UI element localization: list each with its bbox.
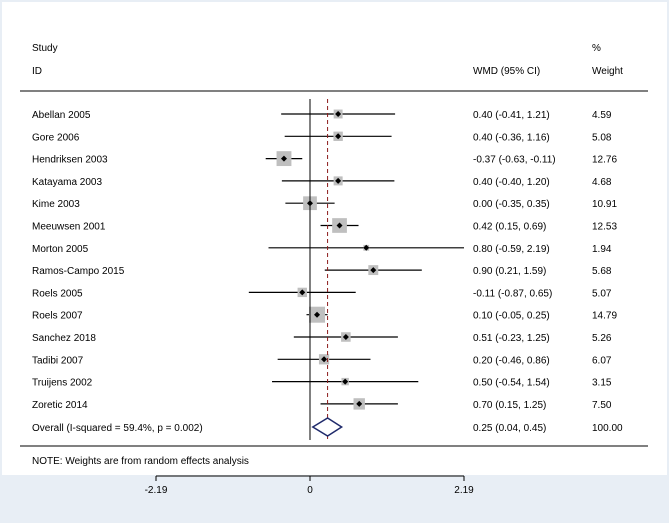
study-weight-text: 4.68 <box>592 177 612 188</box>
study-point-estimate <box>335 177 342 184</box>
study-ci-text: 0.51 (-0.23, 1.25) <box>473 333 550 344</box>
study-weight-text: 5.68 <box>592 266 612 277</box>
study-ci-text: 0.40 (-0.36, 1.16) <box>473 132 550 143</box>
study-point-estimate <box>342 378 349 385</box>
study-row: Roels 2007 0.10 (-0.05, 0.25) 14.79 <box>32 306 617 323</box>
study-name: Meeuwsen 2001 <box>32 222 106 233</box>
overall-ci-text: 0.25 (0.04, 0.45) <box>473 423 546 434</box>
study-ci-text: 0.70 (0.15, 1.25) <box>473 400 546 411</box>
x-axis-tick-label: -2.19 <box>145 485 168 496</box>
study-ci-text: 0.80 (-0.59, 2.19) <box>473 244 550 255</box>
study-name: Zoretic 2014 <box>32 400 88 411</box>
study-weight-text: 5.07 <box>592 288 612 299</box>
study-ci-text: 0.40 (-0.41, 1.21) <box>473 110 550 121</box>
study-point-estimate <box>336 222 343 229</box>
header-weight: Weight <box>592 66 623 77</box>
study-name: Tadibi 2007 <box>32 355 84 366</box>
study-weight-text: 12.53 <box>592 222 617 233</box>
study-ci-text: 0.10 (-0.05, 0.25) <box>473 311 550 322</box>
study-row: Katayama 2003 0.40 (-0.40, 1.20) 4.68 <box>32 176 612 188</box>
study-row: Hendriksen 2003 -0.37 (-0.63, -0.11) 12.76 <box>32 151 617 167</box>
study-weight-text: 10.91 <box>592 199 617 210</box>
study-name: Abellan 2005 <box>32 110 91 121</box>
study-weight-text: 12.76 <box>592 155 617 166</box>
study-row: Abellan 2005 0.40 (-0.41, 1.21) 4.59 <box>32 109 612 121</box>
study-point-estimate <box>299 289 306 296</box>
study-point-estimate <box>335 133 342 140</box>
study-row: Truijens 2002 0.50 (-0.54, 1.54) 3.15 <box>32 378 612 389</box>
study-ci-text: 0.20 (-0.46, 0.86) <box>473 355 550 366</box>
study-row: Meeuwsen 2001 0.42 (0.15, 0.69) 12.53 <box>32 218 617 233</box>
study-name: Ramos-Campo 2015 <box>32 266 125 277</box>
study-point-estimate <box>342 334 349 340</box>
study-weight-text: 14.79 <box>592 311 617 322</box>
study-row: Roels 2005 -0.11 (-0.87, 0.65) 5.07 <box>32 287 612 299</box>
x-axis: -2.19 0 2.19 <box>145 475 474 496</box>
study-weight-text: 5.08 <box>592 132 612 143</box>
x-axis-tick-label: 0 <box>307 485 313 496</box>
study-name: Kime 2003 <box>32 199 80 210</box>
study-weight-text: 3.15 <box>592 378 612 389</box>
study-point-estimate <box>335 111 342 117</box>
study-point-estimate <box>356 400 363 407</box>
study-weight-text: 1.94 <box>592 244 612 255</box>
study-row: Tadibi 2007 0.20 (-0.46, 0.86) 6.07 <box>32 354 612 366</box>
study-row: Sanchez 2018 0.51 (-0.23, 1.25) 5.26 <box>32 332 612 344</box>
study-ci-text: 0.42 (0.15, 0.69) <box>473 222 546 233</box>
study-name: Hendriksen 2003 <box>32 155 108 166</box>
study-point-estimate <box>370 267 377 274</box>
study-name: Roels 2007 <box>32 311 83 322</box>
study-ci-text: 0.00 (-0.35, 0.35) <box>473 199 550 210</box>
study-row: Gore 2006 0.40 (-0.36, 1.16) 5.08 <box>32 131 612 143</box>
study-ci-text: 0.50 (-0.54, 1.54) <box>473 378 550 389</box>
study-row: Ramos-Campo 2015 0.90 (0.21, 1.59) 5.68 <box>32 265 612 277</box>
study-row: Morton 2005 0.80 (-0.59, 2.19) 1.94 <box>32 244 612 255</box>
study-name: Gore 2006 <box>32 132 80 143</box>
header-study: Study <box>32 43 58 54</box>
study-name: Roels 2005 <box>32 288 83 299</box>
study-ci-text: -0.37 (-0.63, -0.11) <box>473 155 556 166</box>
header-id: ID <box>32 66 42 77</box>
x-axis-tick-label: 2.19 <box>454 485 474 496</box>
plot-panel <box>2 2 667 475</box>
overall-weight-text: 100.00 <box>592 423 623 434</box>
study-weight-text: 6.07 <box>592 355 612 366</box>
study-point-estimate <box>363 244 370 251</box>
study-ci-text: -0.11 (-0.87, 0.65) <box>473 288 552 299</box>
overall-label: Overall (I-squared = 59.4%, p = 0.002) <box>32 423 203 434</box>
study-point-estimate <box>280 155 287 162</box>
study-weight-text: 5.26 <box>592 333 612 344</box>
study-ci-text: 0.40 (-0.40, 1.20) <box>473 177 550 188</box>
study-weight-text: 4.59 <box>592 110 612 121</box>
study-point-estimate <box>321 356 328 363</box>
header-estimate: WMD (95% CI) <box>473 66 540 77</box>
study-ci-text: 0.90 (0.21, 1.59) <box>473 266 546 277</box>
study-name: Katayama 2003 <box>32 177 102 188</box>
study-name: Sanchez 2018 <box>32 333 96 344</box>
study-name: Truijens 2002 <box>32 378 93 389</box>
study-name: Morton 2005 <box>32 244 89 255</box>
study-point-estimate <box>314 311 321 318</box>
study-row: Zoretic 2014 0.70 (0.15, 1.25) 7.50 <box>32 398 612 411</box>
overall-diamond <box>311 417 344 437</box>
header-percent: % <box>592 43 601 54</box>
note-text: NOTE: Weights are from random effects an… <box>32 456 249 467</box>
study-weight-text: 7.50 <box>592 400 612 411</box>
